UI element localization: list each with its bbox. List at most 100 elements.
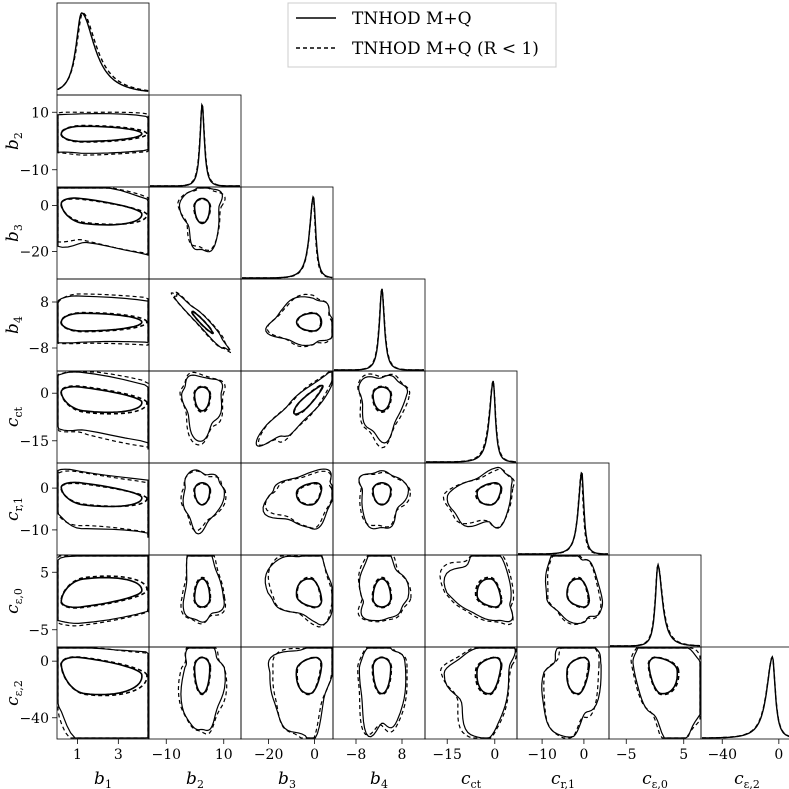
contour-series-0-row-3-col-1-level-1 [173, 293, 231, 351]
contour-series-0-row-2-col-1-level-1 [178, 187, 224, 253]
panel-frame-1-1 [148, 94, 242, 188]
contour-series-1-row-7-col-0-level-1 [57, 647, 149, 739]
marginal-series-1-param-5 [518, 472, 608, 555]
contour-series-1-row-1-col-0-level-1 [57, 111, 149, 156]
ytick-label-7-0: −40 [19, 711, 49, 727]
panel-frame-3-1 [148, 278, 242, 372]
yaxis-label-6: cε,0 [3, 588, 25, 614]
contour-series-1-row-6-col-1-level-0 [193, 576, 212, 609]
legend: TNHOD M+Q TNHOD M+Q (R < 1) [287, 2, 557, 68]
xaxis-label-1: b2 [186, 769, 204, 789]
marginal-series-1-param-2 [242, 196, 333, 279]
marginal-series-1-param-7 [702, 655, 789, 739]
yaxis-label-sub-1: 2 [12, 132, 25, 139]
contour-series-1-row-7-col-4-level-0 [474, 656, 503, 696]
contour-series-0-row-6-col-0-level-1 [57, 555, 149, 625]
ytick-label-6-0: −5 [28, 623, 49, 639]
xtick-label-3-0: −8 [346, 747, 367, 763]
xaxis-label-sub-0: 1 [105, 778, 112, 789]
xaxis-label-sub-7: ε,2 [744, 778, 760, 789]
contour-series-1-row-7-col-4-level-1 [439, 647, 517, 739]
ytick-label-3-1: 8 [40, 295, 49, 311]
marginal-series-0-param-0 [57, 12, 149, 92]
contour-series-1-row-7-col-5-level-0 [566, 656, 590, 696]
yaxis-label-7: cε,2 [3, 680, 25, 706]
marginal-series-1-param-3 [334, 288, 424, 371]
panel-frame-6-3 [332, 554, 426, 648]
contour-series-0-row-7-col-5-level-1 [541, 647, 602, 738]
contour-series-1-row-6-col-2-level-1 [267, 555, 333, 628]
contour-series-0-row-6-col-0-level-0 [60, 576, 143, 609]
panel-frame-7-7 [700, 646, 789, 740]
xaxis-label-0: b1 [94, 769, 112, 789]
xtick-label-4-0: −15 [432, 747, 462, 763]
xaxis-label-7: cε,2 [734, 769, 760, 789]
contour-series-0-row-4-col-3-level-1 [358, 374, 409, 444]
panel-frame-4-2 [240, 370, 334, 464]
contour-series-1-row-7-col-6-level-1 [630, 647, 701, 739]
panel-frame-4-4 [424, 370, 518, 464]
panel-frame-7-6 [608, 646, 702, 740]
xaxis-label-6: cε,0 [642, 769, 668, 789]
contour-series-1-row-4-col-0-level-0 [60, 385, 148, 415]
contour-series-1-row-7-col-2-level-0 [296, 656, 322, 696]
xtick-label-1-0: −10 [151, 747, 181, 763]
ytick-label-5-1: 0 [40, 481, 49, 497]
contour-series-1-row-3-col-1-level-0 [190, 309, 214, 335]
ytick-label-2-0: −20 [19, 244, 49, 260]
contour-series-0-row-6-col-1-level-1 [182, 555, 225, 623]
yaxis-label-5: cr,1 [3, 497, 25, 521]
contour-series-0-row-5-col-2-level-0 [295, 481, 323, 506]
contour-series-1-row-3-col-2-level-0 [296, 311, 322, 333]
marginal-series-1-param-6 [610, 562, 700, 647]
yaxis-label-3: b4 [3, 316, 25, 334]
xtick-label-4-1: 0 [490, 747, 499, 763]
contour-series-1-row-6-col-4-level-1 [439, 555, 515, 626]
yaxis-label-sub-2: 3 [12, 224, 25, 231]
yaxis-label-4: cct [3, 406, 25, 427]
panel-frame-6-5 [516, 554, 610, 648]
legend-label-series-0: TNHOD M+Q [352, 9, 472, 29]
contour-series-1-row-5-col-4-level-1 [442, 468, 515, 529]
panel-frame-7-5 [516, 646, 610, 740]
contour-series-0-row-7-col-2-level-0 [295, 656, 323, 695]
xtick-label-0-0: 1 [73, 747, 82, 763]
contour-series-0-row-5-col-4-level-1 [446, 466, 513, 529]
contour-series-0-row-6-col-3-level-0 [372, 578, 392, 608]
contour-series-0-row-4-col-2-level-0 [292, 384, 324, 415]
contour-series-1-row-7-col-0-level-0 [60, 656, 148, 697]
contour-series-1-row-6-col-0-level-1 [57, 555, 149, 627]
xaxis-label-2: b3 [278, 769, 296, 789]
panel-frame-0-0 [56, 2, 150, 96]
panel-frame-6-0 [56, 554, 150, 648]
xtick-label-7-1: 0 [774, 747, 783, 763]
contour-series-1-row-5-col-3-level-1 [358, 471, 411, 528]
contour-series-0-row-6-col-5-level-1 [544, 555, 604, 625]
xtick-label-5-1: 0 [579, 747, 588, 763]
xtick-label-1-1: 10 [215, 747, 233, 763]
contour-series-1-row-4-col-3-level-0 [371, 385, 393, 414]
contour-series-1-row-2-col-1-level-1 [177, 187, 226, 252]
contour-series-1-row-6-col-5-level-0 [566, 576, 590, 609]
panel-frame-7-4 [424, 646, 518, 740]
contour-series-1-row-2-col-0-level-1 [57, 187, 149, 256]
xtick-label-2-0: −20 [254, 747, 284, 763]
contour-series-1-row-4-col-0-level-1 [57, 371, 149, 450]
xaxis-label-sub-6: ε,0 [652, 778, 668, 789]
panel-frame-3-0 [56, 278, 150, 372]
contour-series-1-row-3-col-0-level-0 [60, 311, 148, 333]
panel-frame-2-0 [56, 186, 150, 280]
xaxis-label-sub-1: 2 [197, 778, 204, 789]
yaxis-label-sub-6: ε,0 [12, 588, 25, 604]
yaxis-label-sub-5: r,1 [12, 497, 25, 512]
contour-series-1-row-1-col-0-level-0 [60, 124, 148, 143]
panel-frame-4-3 [332, 370, 426, 464]
legend-label-series-1: TNHOD M+Q (R < 1) [352, 39, 539, 59]
contour-series-1-row-2-col-1-level-0 [193, 198, 212, 224]
contour-series-1-row-7-col-2-level-1 [272, 647, 333, 739]
xaxis-label-sub-5: r,1 [560, 778, 575, 789]
xtick-label-2-1: 0 [310, 747, 319, 763]
contour-series-1-row-2-col-0-level-0 [60, 198, 148, 226]
ytick-label-1-0: −10 [19, 163, 49, 179]
